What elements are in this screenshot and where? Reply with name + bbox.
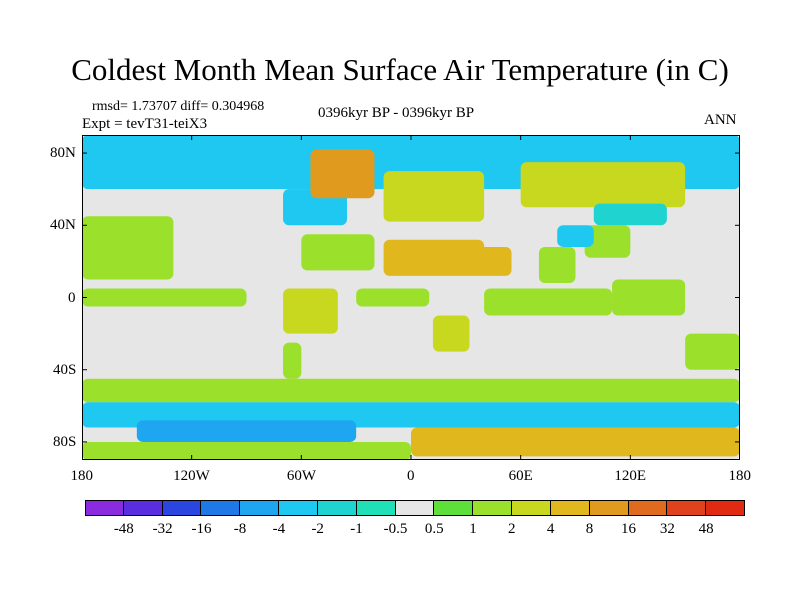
x-tick-label: 120E xyxy=(614,468,646,484)
colorbar-label: -8 xyxy=(233,521,247,537)
y-axis: 80N 40N 0 40S 80S xyxy=(0,0,82,600)
region-africa-south xyxy=(432,315,470,352)
colorbar-box xyxy=(240,500,280,516)
region-australia xyxy=(621,324,686,361)
colorbar-label: -4 xyxy=(272,521,286,537)
region-africa-sahara xyxy=(383,239,485,276)
region-arabia xyxy=(474,246,512,276)
region-tibet xyxy=(557,225,594,247)
region-europe xyxy=(383,171,485,222)
period-label: 0396kyr BP - 0396kyr BP xyxy=(318,105,475,121)
colorbar-label: 16 xyxy=(621,521,637,537)
colorbar-label: -48 xyxy=(113,521,134,537)
colorbar-label: -16 xyxy=(191,521,212,537)
colorbar-label: 32 xyxy=(659,521,675,537)
colorbar-label: 2 xyxy=(508,521,516,537)
region-tropical-pacific-east xyxy=(82,288,247,307)
region-siberia xyxy=(520,162,686,208)
colorbar-label: -2 xyxy=(311,521,324,537)
y-tick-label: 80N xyxy=(50,145,76,162)
x-tick-label: 0 xyxy=(407,468,415,484)
colorbar-label: 0.5 xyxy=(424,521,444,537)
chart-title: Coldest Month Mean Surface Air Temperatu… xyxy=(71,52,729,87)
region-north-atlantic-cold xyxy=(283,189,348,226)
colorbar-box xyxy=(279,500,318,516)
region-patagonia xyxy=(283,342,302,379)
x-tick-label: 180 xyxy=(70,468,94,484)
region-east-antarctica xyxy=(411,427,740,457)
x-axis: 180 120W 60W 0 60E 120E 180 xyxy=(0,460,800,490)
x-tick-label: 120W xyxy=(173,468,210,484)
region-india xyxy=(538,246,576,284)
y-tick-label: 40S xyxy=(53,361,77,378)
colorbar-label: 4 xyxy=(546,521,555,537)
y-tick-label: 0 xyxy=(68,289,76,306)
colorbar-box xyxy=(123,500,163,516)
colorbar-box xyxy=(628,500,668,516)
region-greenland xyxy=(310,149,375,199)
colorbar-box xyxy=(85,500,124,516)
colorbar: -48 -32 -16 -8 -4 -2 -1 -0.5 0.5 1 2 4 8 16 32 48 xyxy=(85,500,745,545)
colorbar-label: -0.5 xyxy=(383,521,408,537)
colorbar-box xyxy=(395,500,435,516)
colorbar-box xyxy=(201,500,241,516)
region-maritime-continent xyxy=(612,279,686,316)
stats-label: rmsd= 1.73707 diff= 0.304968 xyxy=(92,99,265,114)
colorbar-label: -32 xyxy=(152,521,173,537)
temperature-map xyxy=(82,135,740,460)
colorbar-box xyxy=(317,500,357,516)
region-antarctic-coast xyxy=(136,420,357,442)
colorbar-box xyxy=(356,500,396,516)
x-tick-label: 60W xyxy=(286,468,316,484)
region-north-atlantic-warm xyxy=(301,234,375,271)
region-south-america xyxy=(283,288,338,334)
region-west-antarctica xyxy=(82,441,411,460)
y-tick-label: 80S xyxy=(53,433,77,450)
experiment-label: Expt = tevT31-teiX3 xyxy=(82,116,208,132)
region-indian-ocean xyxy=(484,288,613,316)
colorbar-box xyxy=(473,500,513,516)
colorbar-label: -1 xyxy=(350,521,363,537)
colorbar-box xyxy=(162,500,202,516)
colorbar-box xyxy=(550,500,590,516)
region-southern-ocean-green xyxy=(82,378,740,403)
region-north-pacific xyxy=(82,216,174,280)
y-tick-label: 40N xyxy=(50,217,76,234)
colorbar-box xyxy=(589,500,629,516)
colorbar-label: 8 xyxy=(585,521,594,537)
colorbar-box xyxy=(434,500,474,516)
x-tick-label: 180 xyxy=(728,468,752,484)
region-tropical-atlantic xyxy=(356,288,430,307)
region-china xyxy=(584,225,631,258)
colorbar-label: 48 xyxy=(698,521,714,537)
season-label: ANN xyxy=(704,112,737,128)
colorbar-box xyxy=(512,500,551,516)
colorbar-label: 1 xyxy=(469,521,477,537)
x-tick-label: 60E xyxy=(508,468,533,484)
colorbar-box xyxy=(706,500,745,516)
region-east-asia-cold xyxy=(593,203,667,226)
colorbar-box xyxy=(667,500,707,516)
region-south-pacific xyxy=(685,333,740,370)
